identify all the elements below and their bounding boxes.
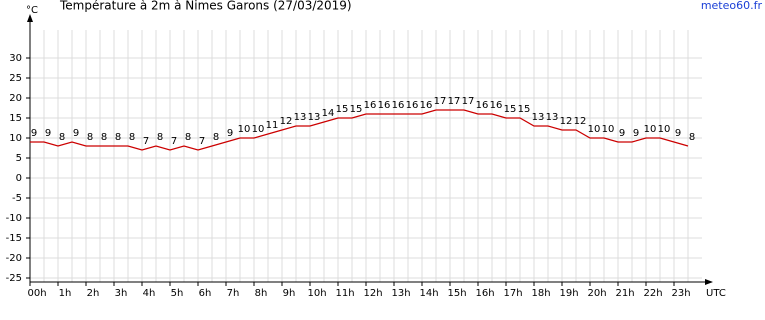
data-label: 7 xyxy=(143,136,149,147)
y-tick-label: -5 xyxy=(12,193,22,204)
data-label: 10 xyxy=(252,124,265,135)
data-label: 8 xyxy=(129,132,135,143)
x-tick-label: 20h xyxy=(587,288,606,299)
x-tick-label: 10h xyxy=(307,288,326,299)
data-label: 16 xyxy=(406,100,419,111)
data-label: 17 xyxy=(462,96,475,107)
data-label: 16 xyxy=(490,100,503,111)
x-tick-label: 22h xyxy=(643,288,662,299)
x-axis-label: UTC xyxy=(706,288,726,299)
y-tick-label: -20 xyxy=(6,253,22,264)
data-label: 11 xyxy=(266,120,279,131)
x-tick-label: 15h xyxy=(447,288,466,299)
data-label: 15 xyxy=(518,104,531,115)
x-tick-label: 11h xyxy=(335,288,354,299)
data-label: 9 xyxy=(45,128,51,139)
data-label: 9 xyxy=(675,128,681,139)
data-label: 8 xyxy=(115,132,121,143)
x-tick-label: 18h xyxy=(531,288,550,299)
data-label: 8 xyxy=(213,132,219,143)
x-tick-label: 13h xyxy=(391,288,410,299)
data-label: 13 xyxy=(546,112,559,123)
source-link[interactable]: meteo60.fr xyxy=(701,0,763,12)
y-tick-label: 10 xyxy=(9,133,22,144)
x-tick-label: 2h xyxy=(87,288,100,299)
y-tick-label: 0 xyxy=(16,173,22,184)
data-label: 16 xyxy=(392,100,405,111)
data-label: 10 xyxy=(588,124,601,135)
y-axis-arrow xyxy=(27,14,33,22)
data-label: 13 xyxy=(308,112,321,123)
data-label: 8 xyxy=(689,132,695,143)
data-label: 16 xyxy=(364,100,377,111)
x-tick-label: 23h xyxy=(671,288,690,299)
x-tick-label: 00h xyxy=(27,288,46,299)
y-tick-label: -10 xyxy=(6,213,22,224)
chart-title: Température à 2m à Nimes Garons (27/03/2… xyxy=(59,0,352,13)
data-label: 9 xyxy=(73,128,79,139)
data-label: 9 xyxy=(633,128,639,139)
data-label: 15 xyxy=(350,104,363,115)
data-label: 7 xyxy=(199,136,205,147)
data-label: 9 xyxy=(619,128,625,139)
data-label: 8 xyxy=(101,132,107,143)
x-tick-label: 7h xyxy=(227,288,240,299)
x-tick-label: 19h xyxy=(559,288,578,299)
data-label: 16 xyxy=(476,100,489,111)
data-label: 12 xyxy=(574,116,587,127)
x-tick-label: 3h xyxy=(115,288,128,299)
x-axis-arrow xyxy=(705,279,713,285)
y-tick-label: -15 xyxy=(6,233,22,244)
y-tick-label: 30 xyxy=(9,53,22,64)
data-label: 13 xyxy=(532,112,545,123)
data-label: 17 xyxy=(448,96,461,107)
data-label: 8 xyxy=(185,132,191,143)
x-tick-label: 8h xyxy=(255,288,268,299)
x-tick-label: 16h xyxy=(475,288,494,299)
data-label: 9 xyxy=(227,128,233,139)
y-tick-label: 20 xyxy=(9,93,22,104)
data-label: 13 xyxy=(294,112,307,123)
y-tick-label: 5 xyxy=(16,153,22,164)
x-tick-label: 17h xyxy=(503,288,522,299)
data-label: 15 xyxy=(336,104,349,115)
data-label: 9 xyxy=(31,128,37,139)
data-label: 10 xyxy=(658,124,671,135)
data-label: 12 xyxy=(560,116,573,127)
y-axis-label: °C xyxy=(26,5,38,16)
data-label: 8 xyxy=(157,132,163,143)
data-label: 10 xyxy=(238,124,251,135)
x-tick-label: 4h xyxy=(143,288,156,299)
x-tick-label: 21h xyxy=(615,288,634,299)
x-tick-label: 1h xyxy=(59,288,72,299)
data-label: 10 xyxy=(644,124,657,135)
data-label: 8 xyxy=(87,132,93,143)
x-tick-label: 5h xyxy=(171,288,184,299)
data-label: 16 xyxy=(378,100,391,111)
data-label: 12 xyxy=(280,116,293,127)
data-label: 17 xyxy=(434,96,447,107)
data-label: 8 xyxy=(59,132,65,143)
x-tick-label: 12h xyxy=(363,288,382,299)
x-tick-label: 14h xyxy=(419,288,438,299)
x-tick-label: 6h xyxy=(199,288,212,299)
y-tick-label: -25 xyxy=(6,273,22,284)
x-tick-label: 9h xyxy=(283,288,296,299)
data-label: 7 xyxy=(171,136,177,147)
temperature-line xyxy=(30,109,689,151)
data-label: 15 xyxy=(504,104,517,115)
y-tick-label: 15 xyxy=(9,113,22,124)
y-tick-label: 25 xyxy=(9,73,22,84)
data-label: 10 xyxy=(602,124,615,135)
data-label: 16 xyxy=(420,100,433,111)
data-label: 14 xyxy=(322,108,335,119)
